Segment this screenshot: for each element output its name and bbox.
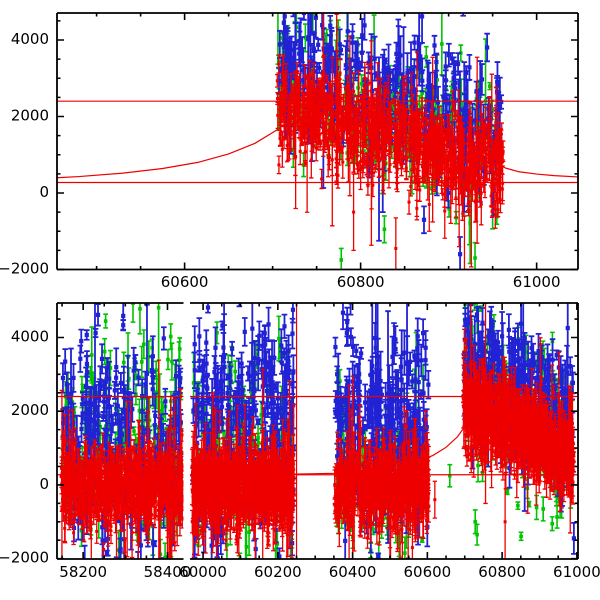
light-curve-canvas: [0, 0, 600, 600]
light-curve-figure: [0, 0, 600, 600]
